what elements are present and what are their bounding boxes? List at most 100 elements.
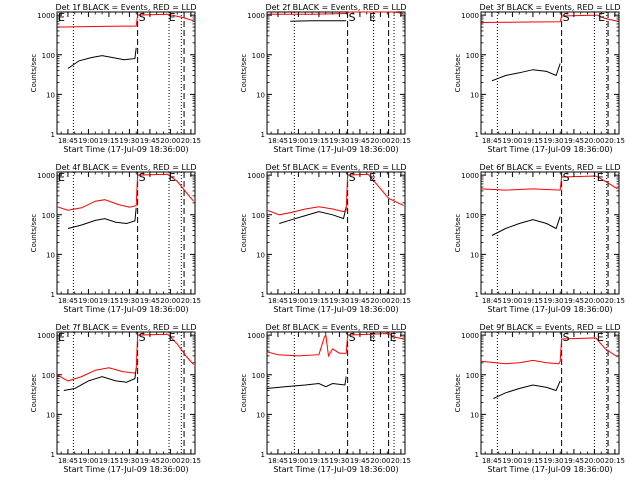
plot-frame: [56, 171, 196, 295]
x-tick-label: 19:30: [329, 297, 349, 305]
x-tick-label: 19:45: [564, 297, 584, 305]
x-tick-label: 20:15: [391, 137, 411, 145]
event-marker-s: S: [139, 331, 146, 344]
y-tick-label: 100: [252, 372, 265, 380]
x-tick-label: 20:15: [181, 297, 201, 305]
x-axis-title: Start Time (17-Jul-09 18:36:00): [487, 145, 612, 154]
y-tick-label: 100: [252, 212, 265, 220]
event-marker-e: E: [597, 171, 604, 184]
x-tick-label: 20:00: [370, 137, 390, 145]
x-tick-label: 19:00: [78, 457, 98, 465]
y-tick-label: 1: [51, 291, 55, 299]
x-tick-label: 19:30: [543, 137, 563, 145]
y-tick-label: 1000: [461, 12, 479, 20]
x-tick-label: 19:30: [543, 297, 563, 305]
x-tick-label: 19:15: [523, 137, 543, 145]
x-tick-label: 20:00: [584, 457, 604, 465]
x-axis-title: Start Time (17-Jul-09 18:36:00): [273, 305, 398, 314]
panel-title: Det 9f BLACK = Events, RED = LLD: [479, 323, 620, 332]
y-tick-label: 10: [470, 91, 479, 99]
y-tick-label: 10: [256, 251, 265, 259]
x-axis-title: Start Time (17-Jul-09 18:36:00): [487, 465, 612, 474]
y-tick-label: 1000: [247, 332, 265, 340]
x-tick-label: 19:00: [502, 137, 522, 145]
x-tick-label: 18:45: [482, 297, 502, 305]
y-tick-label: 1000: [461, 172, 479, 180]
y-tick-label: 10: [46, 411, 55, 419]
event-marker-e: E: [369, 171, 376, 184]
y-tick-label: 100: [42, 52, 55, 60]
x-tick-label: 19:00: [288, 297, 308, 305]
plot-frame: [266, 11, 406, 135]
x-tick-label: 19:30: [329, 457, 349, 465]
x-tick-label: 20:00: [160, 137, 180, 145]
event-marker-s: S: [563, 331, 570, 344]
x-tick-label: 20:00: [584, 297, 604, 305]
panel-title: Det 6f BLACK = Events, RED = LLD: [479, 163, 620, 172]
x-tick-label: 19:15: [309, 137, 329, 145]
series-red-lld: [266, 173, 404, 216]
y-axis-title: Counts/sec: [240, 214, 248, 253]
event-marker-e: E: [58, 11, 65, 24]
y-tick-label: 1000: [37, 332, 55, 340]
x-tick-label: 20:00: [584, 137, 604, 145]
y-tick-label: 100: [466, 52, 479, 60]
y-tick-label: 10: [470, 251, 479, 259]
y-tick-label: 1000: [37, 172, 55, 180]
panel-title: Det 8f BLACK = Events, RED = LLD: [265, 323, 406, 332]
y-tick-label: 1: [51, 131, 55, 139]
x-tick-label: 19:00: [288, 457, 308, 465]
x-tick-label: 20:15: [605, 137, 625, 145]
series-red-lld: [56, 13, 194, 28]
event-marker-e: E: [58, 331, 65, 344]
series-red-lld: [266, 332, 404, 358]
x-tick-label: 20:00: [160, 297, 180, 305]
x-tick-label: 19:30: [119, 297, 139, 305]
event-marker-s: S: [349, 11, 356, 24]
y-tick-label: 1: [261, 451, 265, 459]
x-tick-label: 19:30: [329, 137, 349, 145]
x-tick-label: 19:45: [140, 297, 160, 305]
x-tick-label: 19:45: [564, 137, 584, 145]
y-tick-label: 100: [42, 212, 55, 220]
y-axis-title: Counts/sec: [30, 54, 38, 93]
x-tick-label: 20:00: [160, 457, 180, 465]
y-tick-label: 1: [261, 131, 265, 139]
panel-title: Det 1f BLACK = Events, RED = LLD: [55, 3, 196, 12]
x-tick-label: 20:00: [370, 457, 390, 465]
x-tick-label: 20:15: [391, 457, 411, 465]
x-tick-label: 18:45: [58, 457, 78, 465]
x-tick-label: 19:45: [350, 137, 370, 145]
x-tick-label: 18:45: [482, 457, 502, 465]
series-red-lld: [480, 175, 618, 191]
x-axis-title: Start Time (17-Jul-09 18:36:00): [273, 145, 398, 154]
x-tick-label: 20:15: [181, 137, 201, 145]
x-tick-label: 19:00: [288, 137, 308, 145]
y-tick-label: 1000: [247, 12, 265, 20]
series-black-events: [491, 63, 561, 82]
x-tick-label: 19:30: [543, 457, 563, 465]
y-tick-label: 1000: [461, 332, 479, 340]
x-tick-label: 19:15: [99, 297, 119, 305]
event-marker-e: E: [598, 11, 605, 24]
x-tick-label: 19:30: [119, 137, 139, 145]
y-tick-label: 10: [256, 91, 265, 99]
series-black-events: [266, 376, 347, 389]
y-tick-label: 1: [475, 291, 479, 299]
y-axis-title: Counts/sec: [454, 54, 462, 93]
y-tick-label: 1000: [37, 12, 55, 20]
event-marker-e: E: [369, 11, 376, 24]
x-tick-label: 19:15: [99, 137, 119, 145]
event-marker-e: E: [390, 331, 397, 344]
x-axis-title: Start Time (17-Jul-09 18:36:00): [487, 305, 612, 314]
x-tick-label: 19:00: [78, 297, 98, 305]
y-tick-label: 10: [470, 411, 479, 419]
x-tick-label: 20:15: [181, 457, 201, 465]
y-tick-label: 100: [252, 52, 265, 60]
